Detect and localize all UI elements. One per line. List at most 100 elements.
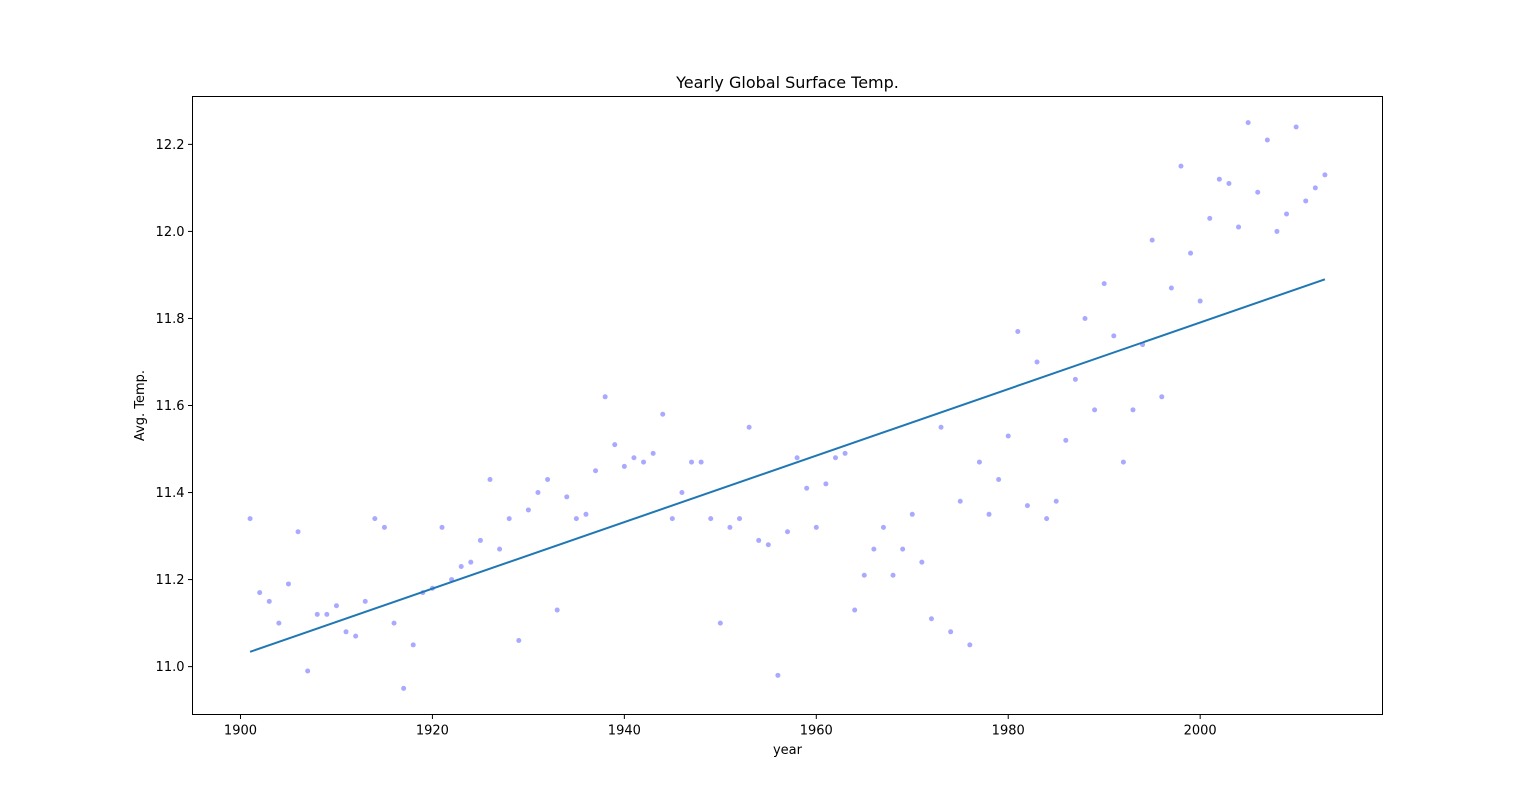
scatter-point — [1159, 394, 1165, 400]
scatter-point — [756, 537, 762, 543]
scatter-point — [314, 611, 320, 617]
scatter-point — [343, 629, 349, 635]
scatter-point — [746, 424, 752, 430]
x-tick-label: 1940 — [608, 724, 641, 739]
x-tick-label: 1920 — [416, 724, 449, 739]
scatter-point — [1024, 503, 1030, 509]
scatter-point — [842, 450, 848, 456]
scatter-point — [1178, 163, 1184, 169]
scatter-point — [785, 529, 790, 535]
scatter-point — [832, 455, 838, 461]
scatter-point — [1236, 224, 1242, 230]
scatter-point — [698, 459, 704, 465]
scatter-point — [1130, 407, 1136, 413]
scatter-point — [775, 672, 781, 678]
scatter-point — [1063, 437, 1069, 443]
scatter-point — [1082, 315, 1088, 321]
scatter-point — [1284, 211, 1290, 217]
scatter-point — [986, 511, 992, 517]
scatter-point — [928, 616, 934, 622]
scatter-point — [641, 459, 647, 465]
scatter-point — [1188, 250, 1194, 256]
scatter-point — [823, 481, 829, 487]
scatter-point — [439, 524, 445, 530]
scatter-point — [1274, 228, 1280, 234]
scatter-point — [1255, 189, 1261, 195]
scatter-point — [938, 424, 944, 430]
scatter-point — [1303, 198, 1309, 204]
scatter-point — [737, 516, 743, 522]
scatter-point — [909, 511, 915, 517]
scatter-point — [1111, 333, 1117, 339]
scatter-point — [381, 524, 387, 530]
scatter-point — [305, 668, 311, 674]
scatter-point — [333, 603, 339, 609]
scatter-point — [353, 633, 359, 639]
scatter-point — [852, 607, 858, 613]
scatter-point — [372, 516, 378, 522]
y-tick-label: 11.8 — [156, 312, 185, 327]
scatter-point — [401, 685, 407, 691]
scatter-point — [871, 546, 877, 552]
y-axis-label: Avg. Temp. — [133, 370, 148, 441]
scatter-point — [650, 450, 656, 456]
scatter-point — [794, 455, 800, 461]
scatter-point — [593, 468, 599, 474]
scatter-point — [1312, 185, 1318, 191]
scatter-point — [602, 394, 608, 400]
scatter-point — [458, 564, 464, 570]
scatter-point — [689, 459, 695, 465]
x-tick-label: 2000 — [1184, 724, 1217, 739]
scatter-point — [247, 516, 253, 522]
scatter-point — [525, 507, 531, 513]
scatter-point — [477, 537, 483, 543]
plot-area — [247, 120, 1328, 691]
scatter-point — [516, 638, 522, 644]
x-tick-label: 1980 — [992, 724, 1025, 739]
scatter-point — [1168, 285, 1174, 291]
scatter-point — [1092, 407, 1098, 413]
y-axis: 11.0 11.2 11.4 11.6 11.8 12.0 12.2 — [156, 138, 193, 675]
scatter-point — [1101, 281, 1107, 287]
x-tick-label: 1900 — [224, 724, 257, 739]
scatter-point — [631, 455, 637, 461]
scatter-point — [976, 459, 982, 465]
scatter-point — [717, 620, 723, 626]
scatter-point — [1120, 459, 1126, 465]
scatter-point — [880, 524, 886, 530]
scatter-point — [506, 516, 512, 522]
scatter-point — [285, 581, 291, 587]
scatter-point — [276, 620, 282, 626]
scatter-point — [1207, 215, 1213, 221]
scatter-point — [1005, 433, 1011, 439]
scatter-point — [967, 642, 973, 648]
trend-line — [249, 278, 1326, 653]
scatter-point — [554, 607, 560, 613]
y-tick-label: 11.6 — [156, 399, 185, 414]
scatter-point — [362, 598, 368, 604]
scatter-point — [545, 476, 551, 482]
scatter-point — [497, 546, 503, 552]
x-axis-label: year — [773, 743, 803, 758]
scatter-point — [1264, 137, 1270, 143]
scatter-point — [1053, 498, 1059, 504]
chart-title: Yearly Global Surface Temp. — [675, 73, 899, 92]
scatter-point — [391, 620, 397, 626]
scatter-point — [1015, 329, 1021, 335]
scatter-point — [1197, 298, 1203, 304]
scatter-point — [573, 516, 579, 522]
scatter-point — [957, 498, 963, 504]
y-tick-label: 12.2 — [156, 138, 185, 153]
scatter-point — [583, 511, 589, 517]
scatter-point — [1293, 124, 1299, 130]
scatter-point — [535, 490, 541, 496]
y-tick-label: 11.2 — [156, 573, 185, 588]
scatter-point — [1034, 359, 1040, 365]
scatter-point — [1245, 120, 1251, 126]
y-tick-label: 11.4 — [156, 486, 185, 501]
y-tick-label: 12.0 — [156, 225, 185, 240]
scatter-point — [410, 642, 416, 648]
scatter-point — [612, 442, 618, 448]
scatter-point — [900, 546, 906, 552]
